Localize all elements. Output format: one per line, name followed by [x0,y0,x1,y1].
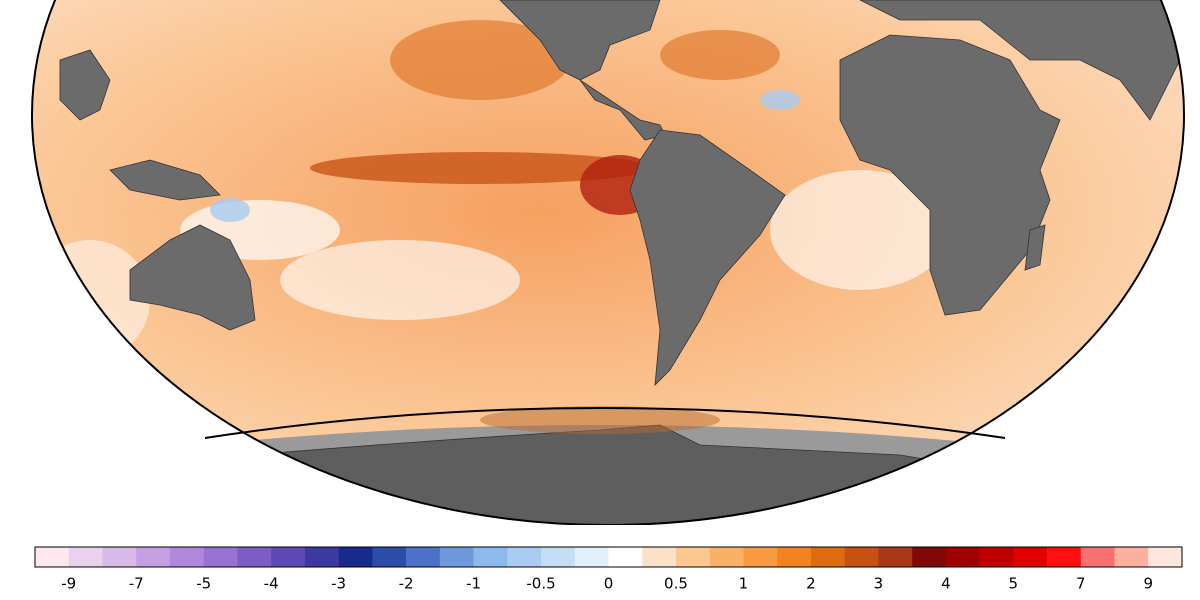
colorbar-swatch [1013,547,1048,567]
equatorial-warm-band [310,152,650,184]
colorbar-swatch [406,547,441,567]
antarctica-interior [32,480,1184,525]
colorbar-swatch [102,547,137,567]
colorbar-swatch [945,547,980,567]
colorbar-swatch [507,547,542,567]
madagascar [1024,224,1046,271]
colorbar-swatch [541,547,576,567]
neutral-patch [770,170,950,290]
map [32,0,1184,525]
colorbar-swatch [675,547,711,567]
colorbar-swatch [1080,547,1115,567]
colorbar-label: 1 [739,575,749,593]
colorbar-label: 9 [1143,575,1153,593]
colorbar-swatch [304,547,339,567]
colorbar-swatch [68,547,103,567]
cool-patch [760,90,800,110]
colorbar-swatch [203,547,238,567]
colorbar-swatch [35,547,70,567]
neutral-patch [280,240,520,320]
warm-patch [390,20,570,100]
colorbar-label: -3 [331,575,346,593]
colorbar-swatch [844,547,879,567]
colorbar-label: 3 [874,575,884,593]
colorbar-swatch [912,547,947,567]
asia-east [59,49,111,121]
colorbar-swatch [439,547,474,567]
colorbar-label: 0.5 [664,575,688,593]
colorbar-swatch [979,547,1014,567]
colorbar-swatch [777,547,812,567]
colorbar-label: 4 [941,575,951,593]
colorbar-swatch [372,547,407,567]
colorbar-label: -4 [264,575,279,593]
colorbar-swatch [709,547,744,567]
north-america [499,0,661,81]
colorbar-swatch [271,547,306,567]
colorbar-label: -5 [196,575,211,593]
colorbar-label: -9 [61,575,76,593]
colorbar-swatch [1148,547,1183,567]
colorbar-swatch [473,547,508,567]
colorbar-swatch [743,547,778,567]
colorbar-swatch [878,547,913,567]
colorbar-swatch [338,547,373,567]
colorbar-swatch [237,547,272,567]
colorbar-swatch [608,547,643,567]
colorbar-label: 5 [1009,575,1019,593]
colorbar-label: 0 [604,575,614,593]
colorbar-label: -1 [466,575,481,593]
colorbar-swatch [574,547,609,567]
antarctic-boundary [204,407,1006,439]
colorbar-swatch [1047,547,1082,567]
colorbar-swatch [642,547,677,567]
colorbar-label: -7 [129,575,144,593]
australia [129,224,256,331]
colorbar-swatch [810,547,845,567]
cool-patch [210,198,250,222]
colorbar-label: -2 [399,575,414,593]
colorbar-label: 2 [806,575,816,593]
colorbar-label: 7 [1076,575,1086,593]
colorbar-swatch [1114,547,1149,567]
warm-patch [480,406,720,434]
south-america [629,129,786,387]
colorbar: -9 -7 -5 -4 -3 -2 -1 -0.5 0 0.5 1 2 3 4 5 7 9 [34,546,1183,593]
colorbar-frame [34,546,1183,568]
colorbar-swatch [169,547,204,567]
warm-patch [660,30,780,80]
antarctica [248,424,961,491]
colorbar-label: -0.5 [526,575,555,593]
colorbar-swatch [136,547,171,567]
maritime-continent [109,159,221,201]
